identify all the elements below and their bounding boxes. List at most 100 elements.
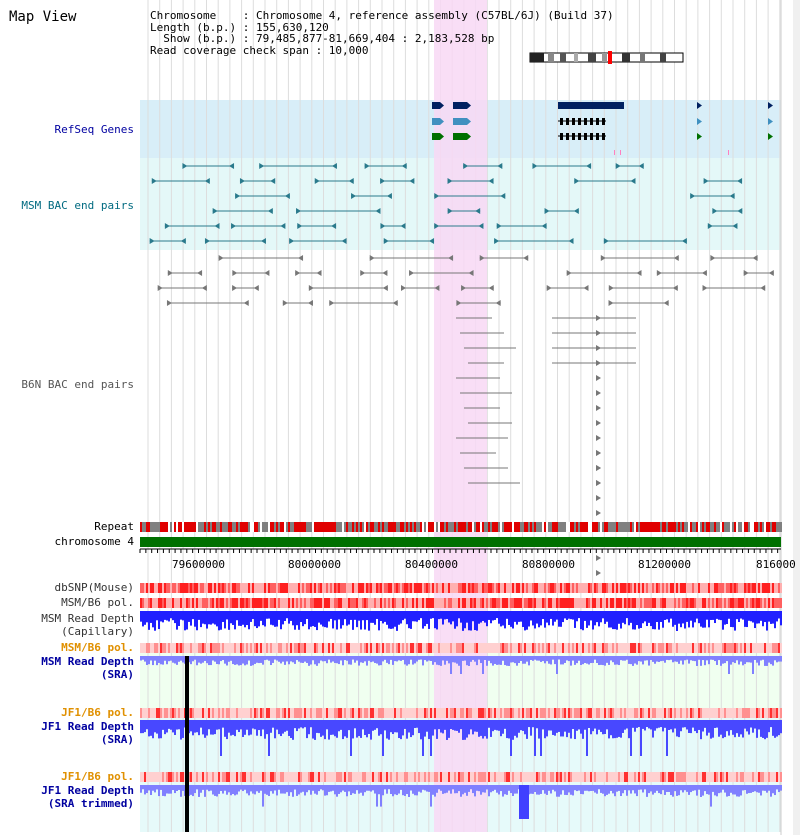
msm-depth-sra-bar (170, 656, 172, 661)
repeat-segment (546, 522, 548, 532)
dbsnp-segment (244, 583, 246, 593)
jf1-b6-pol-segment (730, 708, 732, 718)
jf1-b6-pol-segment (416, 708, 418, 718)
track-label-dbsnp[interactable]: dbSNP(Mouse) (54, 581, 134, 594)
repeat-segment (670, 522, 672, 532)
track-label-jf1-depth-trimmed[interactable]: JF1 Read Depth (41, 784, 134, 797)
msm-b6-pol-2-segment (336, 643, 338, 653)
msm-depth-sra-bar (512, 656, 514, 663)
msm-depth-sra-bar (350, 656, 352, 665)
msm-depth-sra-bar (718, 656, 720, 661)
msm-b6-pol-2-segment (142, 643, 144, 653)
jf1-depth-sra-bar (232, 720, 234, 735)
jf1-depth-trimmed-bar (660, 785, 662, 795)
track-label-refseq[interactable]: RefSeq Genes (54, 123, 134, 136)
repeat-segment (328, 522, 330, 532)
refseq-marker (728, 150, 729, 155)
msm-depth-sra-bar (322, 656, 324, 662)
track-label-jf1-b6-pol-2[interactable]: JF1/B6 pol. (61, 770, 134, 783)
repeat-segment (348, 522, 350, 532)
jf1-b6-pol-2-segment (196, 772, 198, 782)
msm-bac-pair-end (386, 193, 392, 199)
track-label-jf1-b6-pol[interactable]: JF1/B6 pol. (61, 706, 134, 719)
jf1-b6-pol-segment (154, 708, 156, 718)
dbsnp-segment (394, 583, 396, 593)
msm-b6-pol-2-segment (554, 643, 556, 653)
repeat-segment (280, 522, 282, 532)
track-label-msm-b6-pol[interactable]: MSM/B6 pol. (61, 596, 134, 609)
jf1-depth-trimmed-bar (234, 785, 236, 796)
dbsnp-segment (630, 583, 632, 593)
msm-b6-pol-2-segment (684, 643, 686, 653)
msm-b6-pol-segment (316, 598, 318, 608)
msm-b6-pol-segment (296, 598, 298, 608)
track-label-msm-b6-pol-2[interactable]: MSM/B6 pol. (61, 641, 134, 654)
msm-depth-capillary-bar (268, 611, 270, 619)
msm-depth-sra-bar (214, 656, 216, 662)
msm-b6-pol-segment (202, 598, 204, 608)
msm-depth-capillary-bar (636, 611, 638, 626)
dbsnp-segment (416, 583, 418, 593)
jf1-depth-sra-bar (502, 720, 504, 734)
msm-depth-capillary-bar (566, 611, 568, 620)
msm-depth-sra-bar (774, 656, 776, 661)
msm-b6-pol-2-segment (482, 643, 484, 653)
jf1-b6-pol-2-segment (440, 772, 442, 782)
repeat-segment (312, 522, 314, 532)
track-label-jf1-depth-sra[interactable]: JF1 Read Depth (41, 720, 134, 733)
track-label-msm-depth-capillary[interactable]: MSM Read Depth (41, 612, 134, 625)
dbsnp-segment (712, 583, 714, 593)
jf1-depth-trimmed-bar (224, 785, 226, 791)
dbsnp-segment (538, 583, 540, 593)
jf1-depth-sra-bar (270, 720, 272, 733)
jf1-depth-sra-bar (386, 720, 388, 739)
dbsnp-segment (526, 583, 528, 593)
jf1-depth-trimmed-bar (740, 785, 742, 796)
jf1-depth-trimmed-bar (372, 785, 374, 791)
jf1-b6-pol-2-segment (634, 772, 636, 782)
jf1-b6-pol-2-segment (210, 772, 212, 782)
msm-depth-capillary-bar (238, 611, 240, 626)
dbsnp-segment (690, 583, 692, 593)
msm-depth-capillary-bar (602, 611, 604, 619)
ideogram-position-marker (608, 51, 612, 64)
msm-b6-pol-segment (216, 598, 218, 608)
jf1-b6-pol-2-segment (696, 772, 698, 782)
msm-b6-pol-2-segment (256, 643, 258, 653)
dbsnp-segment (200, 583, 202, 593)
repeat-segment (218, 522, 220, 532)
msm-b6-pol-2-segment (218, 643, 220, 653)
dbsnp-segment (734, 583, 736, 593)
msm-b6-pol-segment (606, 598, 608, 608)
msm-b6-pol-segment (452, 598, 454, 608)
track-label-msm-bac[interactable]: MSM BAC end pairs (21, 199, 134, 212)
dbsnp-segment (226, 583, 228, 593)
msm-b6-pol-2-segment (652, 643, 654, 653)
track-label-b6n-bac[interactable]: B6N BAC end pairs (21, 378, 134, 391)
jf1-b6-pol-2-segment (764, 772, 766, 782)
msm-b6-pol-2-segment (238, 643, 240, 653)
msm-depth-capillary-bar (342, 611, 344, 626)
msm-b6-pol-2-segment (494, 643, 496, 653)
jf1-b6-pol-segment (478, 708, 480, 718)
jf1-depth-sra-bar (312, 720, 314, 739)
jf1-b6-pol-segment (508, 708, 510, 718)
repeat-segment (510, 522, 512, 532)
jf1-depth-sra-bar (700, 720, 702, 740)
jf1-b6-pol-segment (746, 708, 748, 718)
repeat-segment (436, 522, 438, 532)
track-label-msm-depth-sra[interactable]: MSM Read Depth (41, 655, 134, 668)
jf1-b6-pol-segment (720, 708, 722, 718)
jf1-b6-pol-segment (656, 708, 658, 718)
jf1-depth-trimmed-bar (272, 785, 274, 794)
jf1-depth-sra-bar (298, 720, 300, 729)
msm-b6-pol-segment (748, 598, 750, 608)
jf1-b6-pol-segment (514, 708, 516, 718)
jf1-b6-pol-segment (698, 708, 700, 718)
msm-b6-pol-2-segment (544, 643, 546, 653)
msm-depth-sra-bar (776, 656, 778, 663)
jf1-depth-sra-bar (334, 720, 336, 737)
msm-depth-sra-bar (560, 656, 562, 665)
